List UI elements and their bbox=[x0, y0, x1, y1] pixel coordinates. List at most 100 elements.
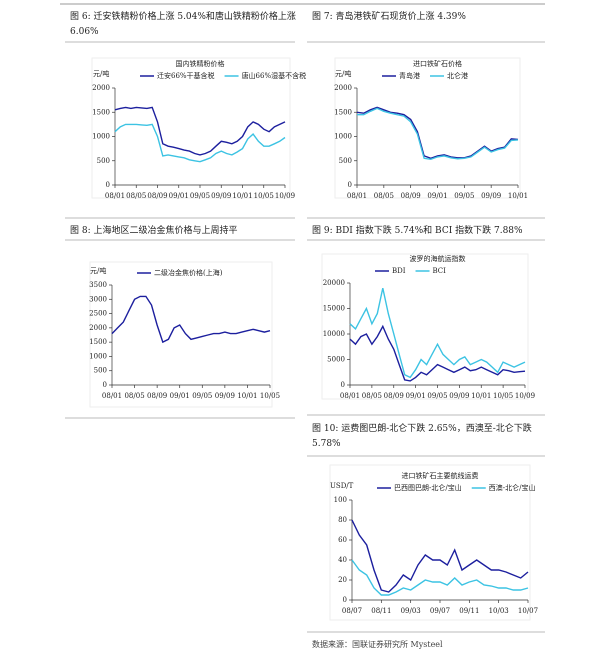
y-tick-label: 1500 bbox=[334, 108, 352, 116]
x-tick-label: 08/09 bbox=[384, 392, 404, 400]
x-tick-label: 10/05 bbox=[493, 392, 513, 400]
x-tick-label: 10/01 bbox=[232, 192, 252, 200]
x-tick-label: 08/07 bbox=[342, 607, 362, 615]
chart-title: 波罗的海航运指数 bbox=[410, 254, 466, 263]
unit-label: USD/T bbox=[330, 482, 354, 490]
x-tick-label: 10/03 bbox=[489, 607, 509, 615]
caption: 图 6: 迁安铁精粉价格上涨 5.04%和唐山铁精粉价格上涨 6.06% bbox=[70, 12, 296, 37]
x-tick-label: 08/11 bbox=[371, 607, 391, 615]
y-tick-label: 0 bbox=[348, 181, 352, 189]
y-tick-label: 500 bbox=[94, 367, 107, 375]
chart-area bbox=[334, 57, 521, 199]
y-tick-label: 3500 bbox=[89, 281, 107, 289]
y-tick-label: 5000 bbox=[327, 356, 345, 364]
series-line bbox=[356, 106, 519, 160]
legend-label: 青岛港 bbox=[399, 71, 420, 80]
x-tick-label: 08/01 bbox=[102, 392, 122, 400]
chart-title: 进口铁矿石价格 bbox=[413, 59, 462, 68]
x-tick-label: 09/09 bbox=[481, 192, 501, 200]
y-tick-label: 0 bbox=[341, 381, 345, 389]
x-tick-label: 08/05 bbox=[126, 192, 146, 200]
y-tick-label: 20000 bbox=[323, 279, 345, 287]
x-tick-label: 10/05 bbox=[260, 392, 280, 400]
series-line bbox=[351, 559, 529, 596]
x-tick-label: 09/09 bbox=[215, 392, 235, 400]
legend-label: 巴西图巴朗-北仑/宝山 bbox=[394, 483, 462, 492]
y-tick-label: 1000 bbox=[89, 352, 107, 360]
caption: 图 8: 上海地区二级冶金焦价格与上周持平 bbox=[70, 226, 238, 236]
y-tick-label: 20 bbox=[338, 576, 347, 584]
chart-area bbox=[91, 57, 291, 199]
y-tick-label: 100 bbox=[334, 496, 347, 504]
chart-area bbox=[329, 464, 531, 621]
x-tick-label: 08/01 bbox=[347, 192, 367, 200]
x-tick-label: 09/01 bbox=[406, 392, 426, 400]
y-tick-label: 0 bbox=[106, 181, 110, 189]
x-tick-label: 09/07 bbox=[430, 607, 450, 615]
x-tick-label: 10/09 bbox=[515, 392, 535, 400]
x-tick-label: 10/05 bbox=[254, 192, 274, 200]
x-tick-label: 09/03 bbox=[401, 607, 421, 615]
y-tick-label: 60 bbox=[338, 536, 347, 544]
y-tick-label: 500 bbox=[339, 157, 352, 165]
y-tick-label: 10000 bbox=[323, 330, 345, 338]
y-tick-label: 2500 bbox=[89, 310, 107, 318]
caption: 图 9: BDI 指数下跌 5.74%和 BCI 指数下跌 7.88% bbox=[312, 226, 523, 236]
y-tick-label: 2000 bbox=[92, 84, 110, 92]
legend-label: BDI bbox=[392, 267, 406, 275]
y-tick-label: 80 bbox=[338, 516, 347, 524]
legend-label: 西澳-北仑/宝山 bbox=[489, 483, 536, 492]
legend-label: 二级冶金焦价格(上海) bbox=[154, 268, 223, 277]
legend-label: 唐山66%湿基不含税 bbox=[242, 71, 307, 80]
chart-area bbox=[89, 261, 273, 408]
series-line bbox=[349, 324, 526, 382]
unit-label: 元/吨 bbox=[90, 266, 106, 275]
x-tick-label: 09/09 bbox=[449, 392, 469, 400]
y-tick-label: 0 bbox=[343, 596, 347, 604]
y-tick-label: 40 bbox=[338, 556, 347, 564]
caption: 图 10: 运费图巴朗-北仑下跌 2.65%，西澳至-北仑下跌 5.78% bbox=[312, 424, 532, 449]
x-tick-label: 09/01 bbox=[427, 192, 447, 200]
y-tick-label: 2000 bbox=[89, 324, 107, 332]
chart-title: 进口铁矿石主要航线运费 bbox=[402, 471, 479, 480]
x-tick-label: 09/05 bbox=[192, 392, 212, 400]
x-tick-label: 09/05 bbox=[454, 192, 474, 200]
x-tick-label: 10/07 bbox=[518, 607, 538, 615]
y-tick-label: 2000 bbox=[334, 84, 352, 92]
series-line bbox=[351, 519, 529, 593]
series-line bbox=[357, 107, 519, 161]
x-tick-label: 08/01 bbox=[340, 392, 360, 400]
x-tick-label: 08/05 bbox=[362, 392, 382, 400]
source: 数据来源：国联证券研究所 Mysteel bbox=[312, 640, 443, 649]
unit-label: 元/吨 bbox=[335, 69, 351, 78]
x-tick-label: 09/11 bbox=[459, 607, 479, 615]
x-tick-label: 09/09 bbox=[211, 192, 231, 200]
x-tick-label: 09/05 bbox=[427, 392, 447, 400]
y-tick-label: 1500 bbox=[92, 108, 110, 116]
chart-title: 国内铁精粉价格 bbox=[176, 59, 225, 68]
y-tick-label: 1500 bbox=[89, 338, 107, 346]
x-tick-label: 10/01 bbox=[508, 192, 528, 200]
x-tick-label: 08/01 bbox=[105, 192, 125, 200]
unit-label: 元/吨 bbox=[93, 69, 109, 78]
y-tick-label: 15000 bbox=[323, 305, 345, 313]
legend-label: 迁安66%干基含税 bbox=[157, 71, 215, 80]
x-tick-label: 08/09 bbox=[147, 192, 167, 200]
legend-label: BCI bbox=[433, 267, 447, 275]
x-tick-label: 08/05 bbox=[374, 192, 394, 200]
x-tick-label: 08/09 bbox=[147, 392, 167, 400]
x-tick-label: 10/09 bbox=[275, 192, 295, 200]
series-line bbox=[349, 287, 526, 379]
legend-label: 北仑港 bbox=[447, 71, 468, 80]
x-tick-label: 08/05 bbox=[124, 392, 144, 400]
series-line bbox=[114, 106, 286, 156]
caption: 图 7: 青岛港铁矿石现货价上涨 4.39% bbox=[312, 12, 466, 22]
x-tick-label: 10/01 bbox=[237, 392, 257, 400]
series-line bbox=[111, 295, 271, 344]
y-tick-label: 3000 bbox=[89, 295, 107, 303]
y-tick-label: 500 bbox=[97, 157, 110, 165]
x-tick-label: 10/01 bbox=[471, 392, 491, 400]
x-tick-label: 09/05 bbox=[190, 192, 210, 200]
